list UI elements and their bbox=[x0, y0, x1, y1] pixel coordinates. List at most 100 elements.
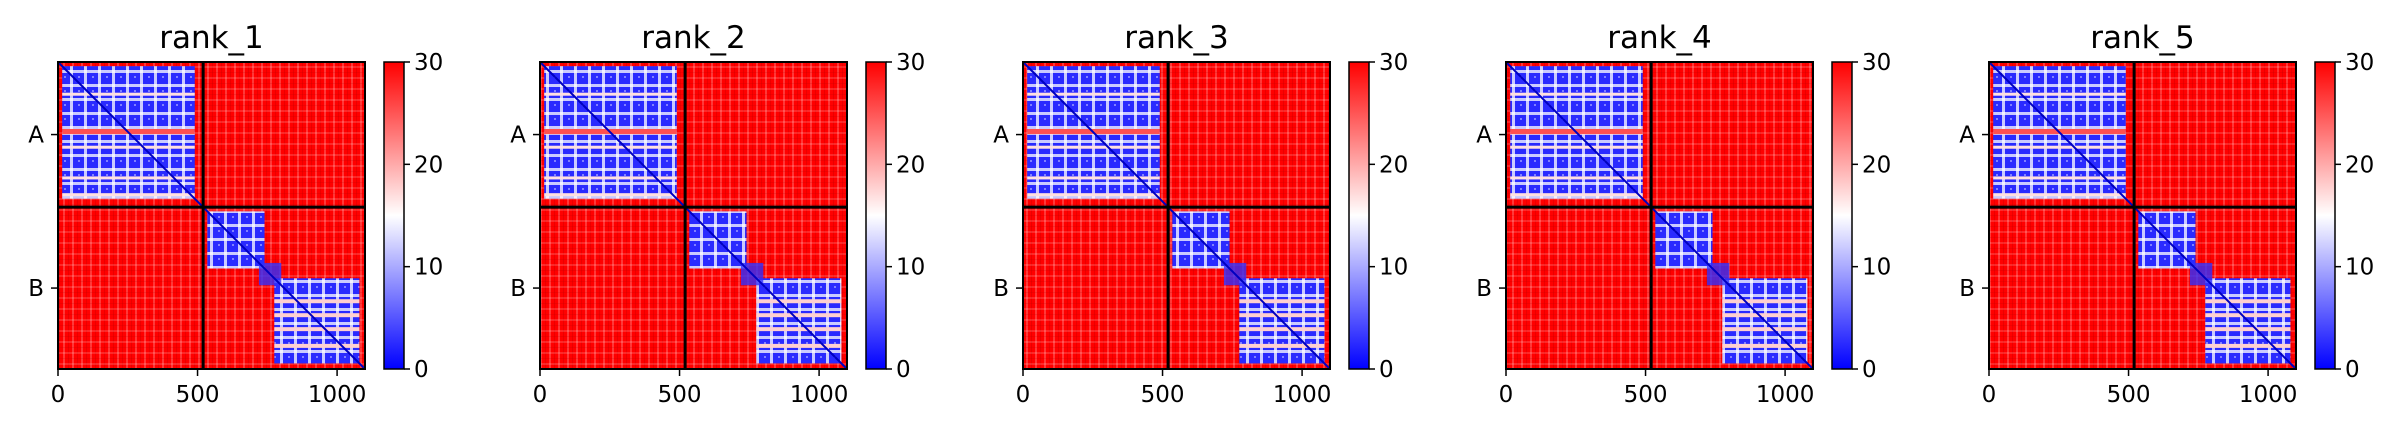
diagonal bbox=[1505, 61, 1814, 370]
panel-title: rank_5 bbox=[2090, 20, 2195, 56]
x-tick-label: 1000 bbox=[1273, 382, 1332, 408]
plot-frame bbox=[57, 61, 366, 370]
x-tick-label: 0 bbox=[1982, 382, 1997, 408]
y-tick-label: A bbox=[993, 123, 1009, 149]
colorbar-tick-label: 20 bbox=[414, 152, 443, 178]
colorbar-tick-label: 20 bbox=[1862, 152, 1891, 178]
chain-a-stripe bbox=[1993, 92, 2126, 96]
x-tick-label: 1000 bbox=[790, 382, 849, 408]
plot-frame bbox=[1022, 61, 1331, 370]
colorbar bbox=[1348, 61, 1370, 370]
colorbar bbox=[383, 61, 405, 370]
x-tick-label: 1000 bbox=[1756, 382, 1815, 408]
diagonal bbox=[1988, 61, 2297, 370]
chain-a-stripe bbox=[1027, 92, 1160, 96]
chain-a-stripe bbox=[544, 176, 677, 180]
x-tick-label: 0 bbox=[1499, 382, 1514, 408]
chain-a-stripe bbox=[544, 193, 677, 197]
chain-a-stripe bbox=[1510, 145, 1643, 149]
colorbar-tick-label: 0 bbox=[1379, 357, 1394, 383]
chain-b-stripe bbox=[756, 343, 842, 348]
colorbar-tick-label: 30 bbox=[414, 50, 443, 76]
x-tick-label: 500 bbox=[1624, 382, 1668, 408]
chain-a-stripe bbox=[1993, 193, 2126, 197]
chain-b-stripe bbox=[2205, 327, 2291, 332]
chain-b-stripe bbox=[274, 327, 360, 332]
chain-a-stripe bbox=[62, 92, 195, 96]
chain-b-stripe bbox=[2205, 313, 2291, 318]
x-tick-label: 1000 bbox=[2239, 382, 2298, 408]
colorbar-tick-label: 10 bbox=[1862, 255, 1891, 281]
colorbar-tick-label: 30 bbox=[1379, 50, 1408, 76]
colorbar-tick-label: 10 bbox=[896, 255, 925, 281]
panel-title: rank_2 bbox=[641, 20, 746, 56]
y-tick-label: A bbox=[28, 123, 44, 149]
y-tick-label: A bbox=[510, 123, 526, 149]
y-tick-label: B bbox=[510, 276, 526, 302]
y-tick-label: A bbox=[1476, 123, 1492, 149]
chain-a-stripe bbox=[62, 193, 195, 197]
chain-b-stripe bbox=[1722, 343, 1808, 348]
colorbar-tick-label: 10 bbox=[414, 255, 443, 281]
y-tick-label: B bbox=[993, 276, 1009, 302]
x-tick-label: 500 bbox=[2107, 382, 2151, 408]
panel-rank_5: rank_5 A B 0 500 1000 0 10 20 30 bbox=[1959, 20, 2374, 408]
x-tick-label: 0 bbox=[533, 382, 548, 408]
chain-b-stripe bbox=[2205, 343, 2291, 348]
panel-title: rank_4 bbox=[1607, 20, 1712, 56]
colorbar-tick-label: 10 bbox=[2345, 255, 2374, 281]
panel-title: rank_1 bbox=[159, 20, 264, 56]
x-tick-label: 0 bbox=[51, 382, 66, 408]
y-tick-label: B bbox=[28, 276, 44, 302]
diagonal bbox=[539, 61, 848, 370]
chain-b-stripe bbox=[756, 299, 842, 304]
colorbar-tick-label: 20 bbox=[896, 152, 925, 178]
chain-b-stripe bbox=[274, 313, 360, 318]
chain-b-stripe bbox=[756, 327, 842, 332]
y-tick-label: B bbox=[1959, 276, 1975, 302]
chain-a-stripe bbox=[1510, 92, 1643, 96]
x-tick-label: 500 bbox=[176, 382, 220, 408]
plot-frame bbox=[1505, 61, 1814, 370]
plot-frame bbox=[1988, 61, 2297, 370]
panel-rank_4: rank_4 A B 0 500 1000 0 10 20 30 bbox=[1476, 20, 1891, 408]
chain-b-stripe bbox=[1239, 299, 1325, 304]
panel-rank_2: rank_2 A B 0 500 1000 0 10 20 30 bbox=[510, 20, 925, 408]
chain-b-stripe bbox=[2205, 299, 2291, 304]
chain-b-stripe bbox=[756, 313, 842, 318]
x-tick-label: 0 bbox=[1016, 382, 1031, 408]
colorbar-tick-label: 0 bbox=[896, 357, 911, 383]
chain-b-stripe bbox=[1239, 343, 1325, 348]
y-tick-label: B bbox=[1476, 276, 1492, 302]
chain-b-stripe bbox=[1722, 313, 1808, 318]
chain-a-stripe bbox=[1027, 193, 1160, 197]
colorbar-tick-label: 20 bbox=[2345, 152, 2374, 178]
x-tick-label: 1000 bbox=[308, 382, 367, 408]
colorbar-tick-label: 0 bbox=[2345, 357, 2360, 383]
colorbar-tick-label: 30 bbox=[1862, 50, 1891, 76]
chain-a-stripe bbox=[1993, 145, 2126, 149]
diagonal bbox=[57, 61, 366, 370]
colorbar-tick-label: 10 bbox=[1379, 255, 1408, 281]
chain-b-stripe bbox=[1239, 327, 1325, 332]
chain-b-stripe bbox=[274, 343, 360, 348]
plot-frame bbox=[539, 61, 848, 370]
colorbar bbox=[1831, 61, 1853, 370]
colorbar-tick-label: 30 bbox=[2345, 50, 2374, 76]
chain-b-stripe bbox=[1239, 313, 1325, 318]
colorbar-tick-label: 30 bbox=[896, 50, 925, 76]
chain-a-stripe bbox=[1510, 193, 1643, 197]
colorbar-tick-label: 0 bbox=[1862, 357, 1877, 383]
chain-a-stripe bbox=[544, 92, 677, 96]
y-tick-label: A bbox=[1959, 123, 1975, 149]
diagonal bbox=[1022, 61, 1331, 370]
chain-a-stripe bbox=[1993, 176, 2126, 180]
chain-b-stripe bbox=[1722, 299, 1808, 304]
chain-a-stripe bbox=[62, 145, 195, 149]
chain-a-stripe bbox=[1510, 176, 1643, 180]
chain-a-stripe bbox=[1027, 145, 1160, 149]
panel-rank_1: rank_1 A B 0 500 1000 0 10 20 30 bbox=[28, 20, 443, 408]
colorbar-tick-label: 0 bbox=[414, 357, 429, 383]
chain-b-stripe bbox=[274, 299, 360, 304]
